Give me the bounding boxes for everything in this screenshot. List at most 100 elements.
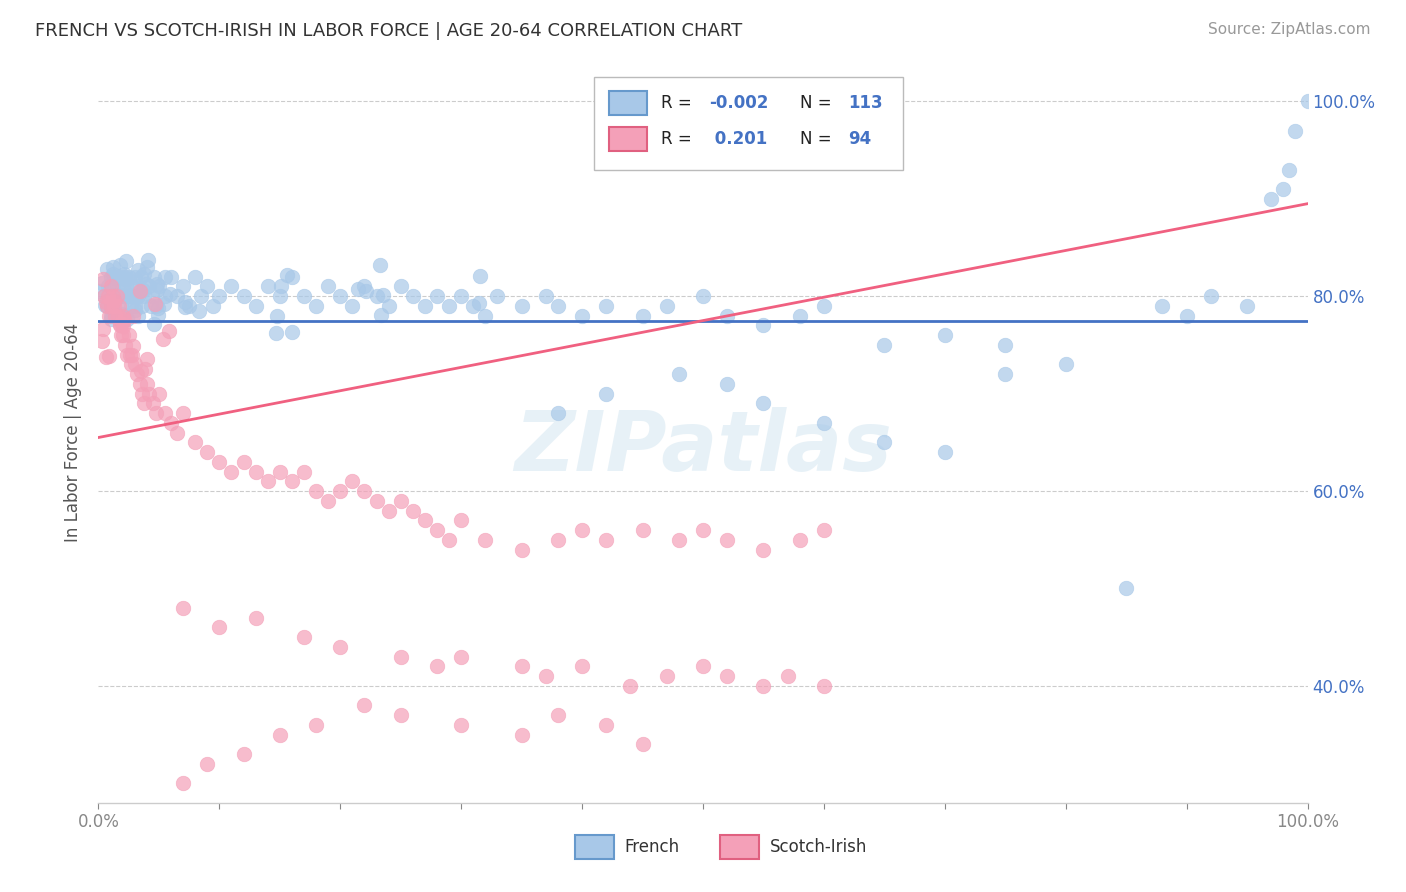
Point	[148, 386, 170, 401]
Point	[269, 289, 291, 303]
Point	[124, 358, 146, 372]
Point	[547, 708, 569, 723]
FancyBboxPatch shape	[575, 836, 613, 859]
Point	[108, 269, 131, 284]
Point	[135, 260, 157, 274]
Point	[146, 308, 169, 322]
Point	[107, 309, 129, 323]
Point	[104, 289, 127, 303]
Point	[129, 363, 152, 377]
Point	[329, 289, 352, 303]
Point	[110, 328, 132, 343]
Point	[631, 523, 654, 537]
Point	[486, 289, 509, 303]
Point	[96, 294, 118, 309]
Point	[305, 718, 328, 732]
Point	[655, 299, 678, 313]
Point	[510, 728, 533, 742]
Point	[389, 649, 412, 664]
Point	[1236, 299, 1258, 313]
Point	[208, 455, 231, 469]
Point	[232, 289, 254, 303]
Point	[157, 324, 180, 338]
Point	[146, 277, 169, 291]
Point	[269, 728, 291, 742]
Point	[463, 299, 485, 313]
Point	[111, 309, 134, 323]
Point	[184, 435, 207, 450]
Point	[131, 299, 153, 313]
Point	[994, 338, 1017, 352]
Point	[510, 299, 533, 313]
Point	[692, 289, 714, 303]
Point	[143, 297, 166, 311]
Point	[245, 611, 267, 625]
Point	[316, 493, 339, 508]
Point	[752, 318, 775, 333]
Point	[112, 318, 135, 333]
Point	[305, 299, 328, 313]
Point	[534, 289, 557, 303]
Point	[776, 669, 799, 683]
Point	[266, 310, 288, 324]
Point	[135, 277, 157, 292]
Point	[813, 416, 835, 430]
Point	[111, 289, 134, 303]
Text: Scotch-Irish: Scotch-Irish	[769, 838, 868, 856]
Point	[174, 294, 197, 309]
Point	[118, 289, 141, 303]
Point	[91, 272, 114, 286]
Point	[245, 299, 267, 313]
Point	[101, 260, 124, 274]
Point	[256, 279, 278, 293]
Point	[195, 756, 218, 771]
Point	[96, 299, 118, 313]
Point	[873, 338, 896, 352]
Point	[377, 299, 399, 313]
Point	[172, 279, 194, 293]
Point	[789, 309, 811, 323]
Point	[121, 348, 143, 362]
Point	[136, 351, 159, 366]
Text: FRENCH VS SCOTCH-IRISH IN LABOR FORCE | AGE 20-64 CORRELATION CHART: FRENCH VS SCOTCH-IRISH IN LABOR FORCE | …	[35, 22, 742, 40]
Point	[148, 279, 170, 293]
Point	[292, 630, 315, 644]
Point	[108, 318, 131, 333]
Point	[153, 296, 176, 310]
Y-axis label: In Labor Force | Age 20-64: In Labor Force | Age 20-64	[65, 323, 83, 542]
Point	[276, 268, 298, 282]
Point	[752, 679, 775, 693]
Point	[571, 659, 593, 673]
Point	[370, 258, 392, 272]
Point	[221, 465, 243, 479]
Point	[104, 309, 127, 323]
Point	[468, 295, 491, 310]
Point	[752, 542, 775, 557]
Point	[108, 299, 131, 313]
Point	[124, 299, 146, 313]
Point	[450, 649, 472, 664]
Point	[450, 513, 472, 527]
Point	[1115, 582, 1137, 596]
Point	[129, 269, 152, 284]
FancyBboxPatch shape	[609, 91, 647, 115]
Point	[121, 309, 143, 323]
FancyBboxPatch shape	[609, 127, 647, 151]
Point	[100, 309, 122, 323]
Point	[356, 284, 378, 298]
Point	[121, 279, 143, 293]
Point	[120, 299, 142, 313]
Text: ZIPatlas: ZIPatlas	[515, 407, 891, 488]
Point	[292, 465, 315, 479]
Point	[305, 484, 328, 499]
Point	[172, 406, 194, 420]
Point	[100, 269, 122, 284]
Point	[101, 289, 124, 303]
Text: French: French	[624, 838, 679, 856]
Point	[134, 289, 156, 303]
Point	[117, 348, 139, 362]
Point	[93, 289, 115, 303]
Point	[101, 279, 124, 293]
Point	[105, 289, 128, 303]
Point	[329, 640, 352, 654]
